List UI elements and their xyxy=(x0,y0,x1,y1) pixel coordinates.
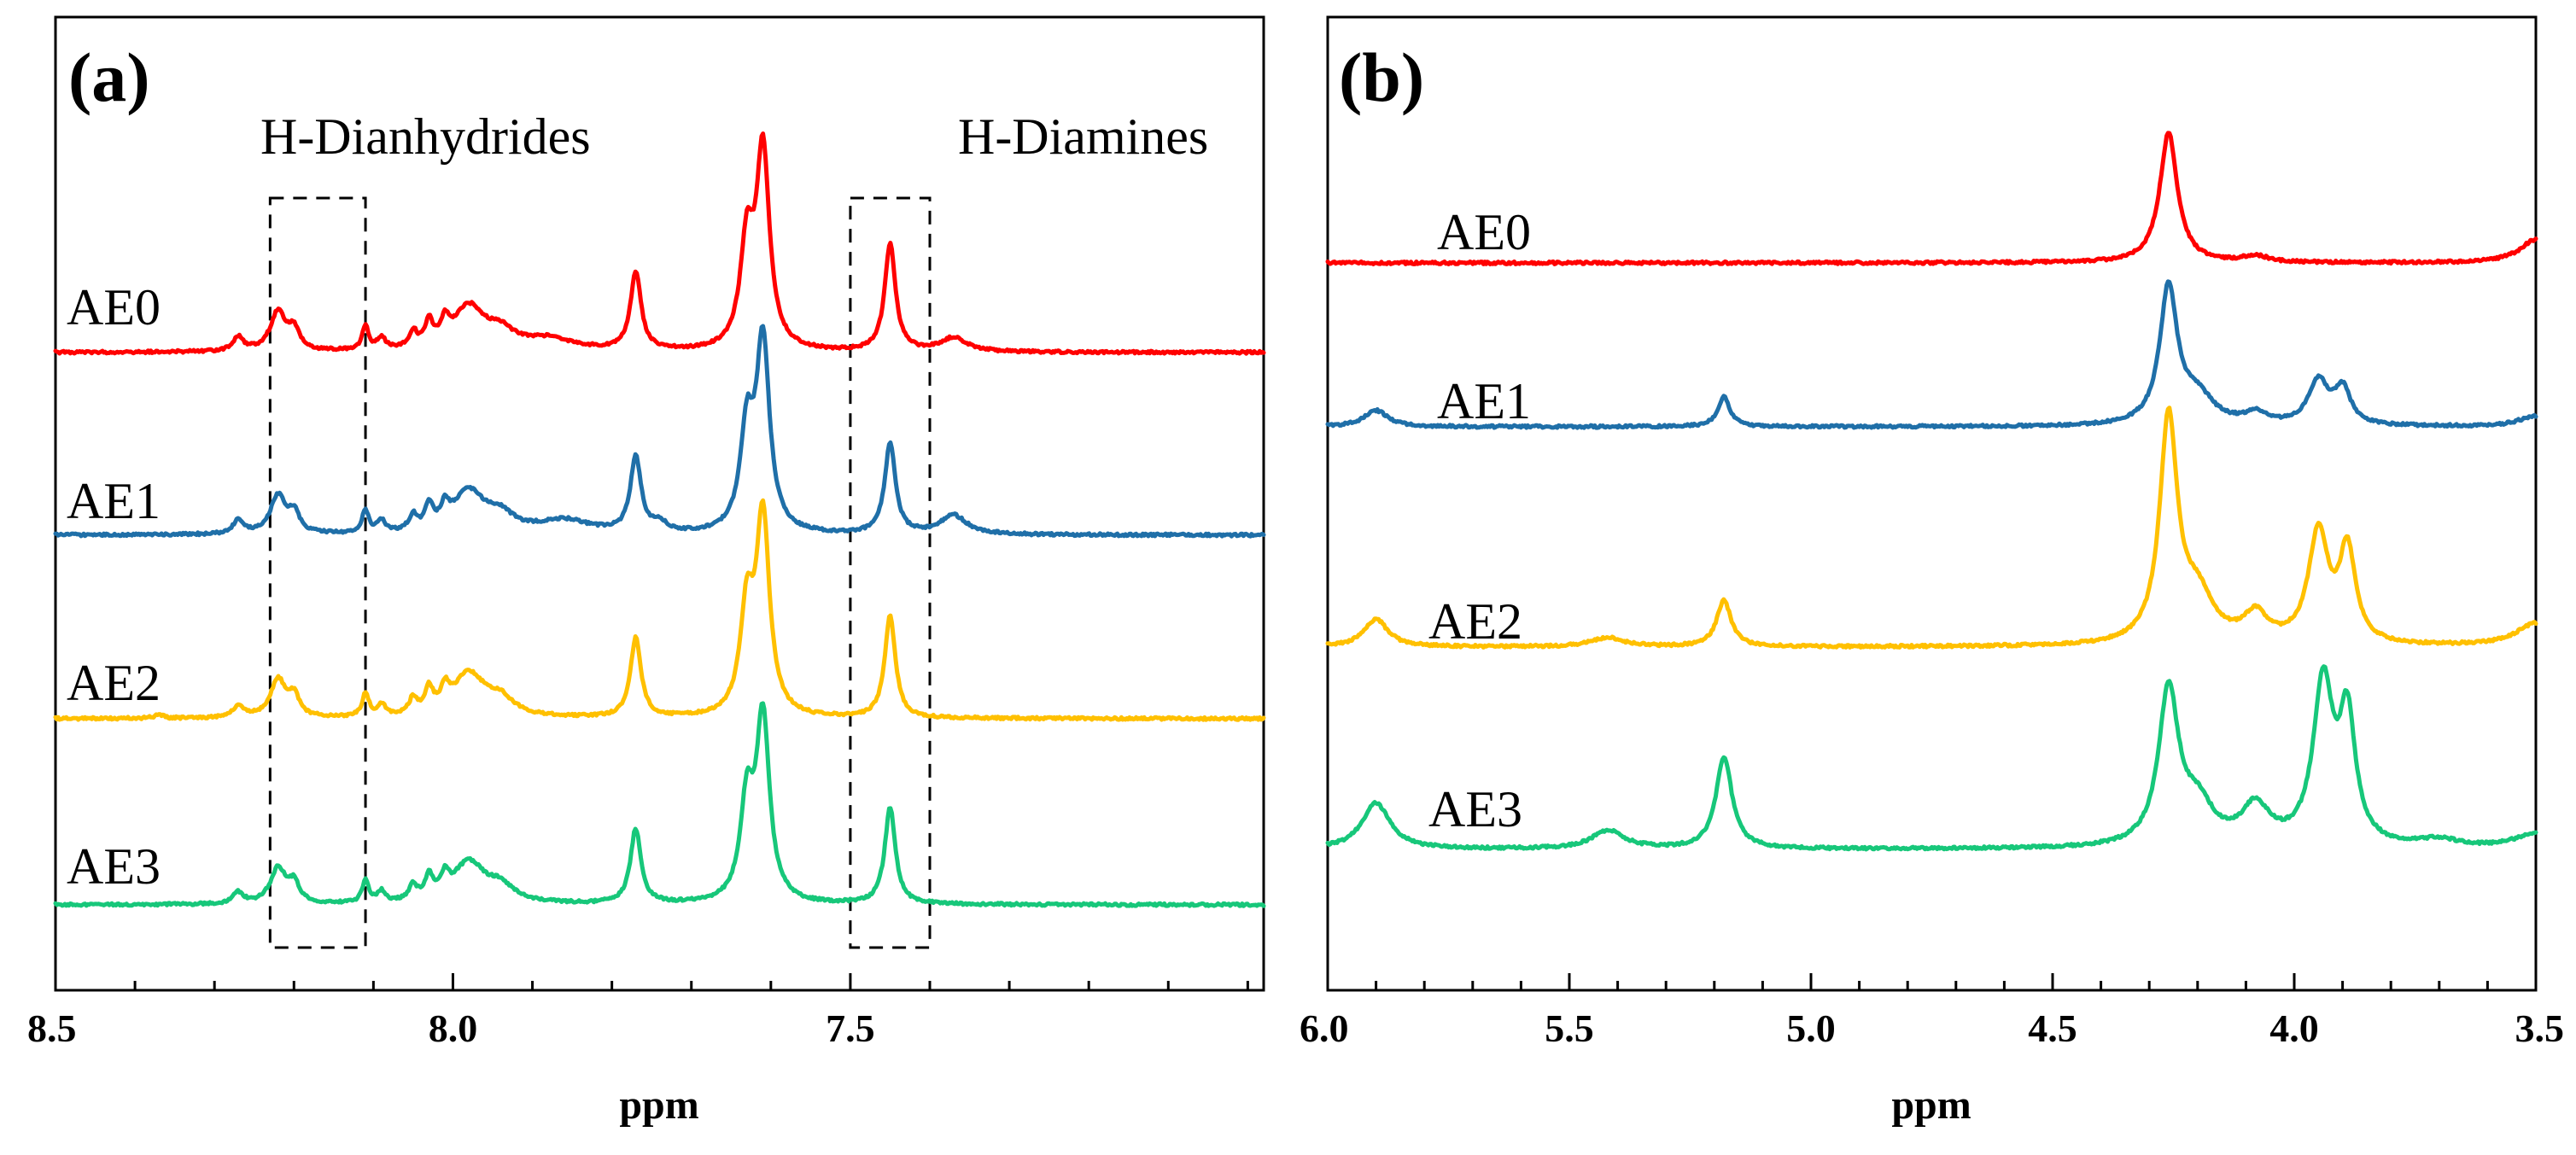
panel-a-series xyxy=(53,131,1266,908)
panel-b-label-AE1: AE1 xyxy=(1437,373,1531,429)
panel-b-tick-label: 5.5 xyxy=(1545,1006,1594,1050)
panel-a-series-AE1 xyxy=(53,324,1266,539)
panel-b-label-AE0: AE0 xyxy=(1437,204,1531,260)
panel-a-dashed-boxes xyxy=(268,196,932,949)
panel-a-tick-label: 7.5 xyxy=(826,1006,875,1050)
panel-b-tick-label: 4.0 xyxy=(2269,1006,2319,1050)
panel-b-series-AE1 xyxy=(1325,279,2538,430)
panel-b-series-AE2 xyxy=(1325,405,2538,650)
panel-b-series xyxy=(1325,131,2538,852)
diamines-label: H-Diamines xyxy=(958,108,1208,165)
panel-a-ticks: 8.5 8.0 7.5 xyxy=(27,973,1249,1050)
panel-a-label-AE3: AE3 xyxy=(67,838,161,895)
panel-b-label-AE3: AE3 xyxy=(1428,781,1522,837)
panel-b-series-AE0 xyxy=(1325,131,2538,266)
dianhydrides-label: H-Dianhydrides xyxy=(260,108,591,165)
panel-b-tick-label: 6.0 xyxy=(1300,1006,1349,1050)
panel-a-annotations: H-Dianhydrides H-Diamines xyxy=(260,108,1208,165)
panel-a-xlabel: ppm xyxy=(619,1082,698,1128)
panel-a-letter: (a) xyxy=(68,38,150,116)
panel-a-label-AE2: AE2 xyxy=(67,655,161,711)
panel-a-tick-label: 8.5 xyxy=(27,1006,77,1050)
panel-a: (a) H-Dianhydrides H-Diamines AE0AE1AE2A… xyxy=(27,15,1266,1128)
panel-b-ticks: 6.0 5.5 5.0 4.5 4.0 3.5 xyxy=(1300,973,2564,1050)
panel-b-series-AE3 xyxy=(1325,664,2538,852)
panel-b-letter: (b) xyxy=(1339,38,1424,116)
panel-a-label-AE1: AE1 xyxy=(67,473,161,529)
panel-a-tick-label: 8.0 xyxy=(429,1006,478,1050)
panel-a-series-AE2 xyxy=(53,498,1266,722)
panel-a-frame xyxy=(54,15,1265,992)
panel-b-xlabel: ppm xyxy=(1891,1082,1971,1128)
panel-b-series-labels: AE0 AE1 AE2 AE3 xyxy=(1428,204,1531,837)
panel-a-label-AE0: AE0 xyxy=(67,279,161,335)
panel-a-series-AE3 xyxy=(53,701,1266,908)
panel-b-tick-label: 4.5 xyxy=(2028,1006,2077,1050)
panel-a-series-AE0 xyxy=(53,131,1266,356)
diamines-box xyxy=(849,196,932,949)
panel-b-tick-label: 5.0 xyxy=(1786,1006,1836,1050)
panel-a-series-labels: AE0 AE1 AE2 AE3 xyxy=(67,279,161,895)
panel-b-label-AE2: AE2 xyxy=(1428,593,1522,650)
dianhydrides-box xyxy=(268,196,367,949)
panel-b: (b) AE0 AE1 AE2 AE3 6.0 5.5 5.0 4.5 4.0 3.5 ppm xyxy=(1300,15,2564,1128)
panel-b-frame xyxy=(1326,15,2538,992)
panel-b-tick-label: 3.5 xyxy=(2515,1006,2565,1050)
